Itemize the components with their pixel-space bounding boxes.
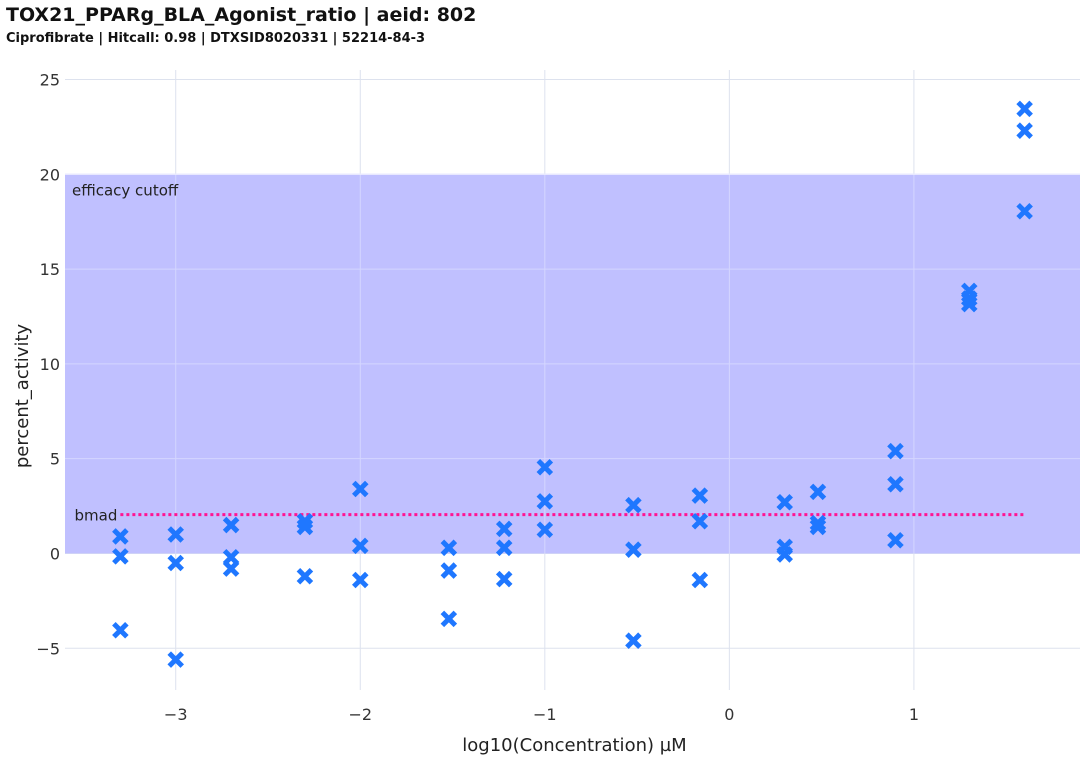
data-point-15 xyxy=(440,539,458,557)
y-axis-label: percent_activity xyxy=(12,324,33,469)
bmad-label: bmad xyxy=(75,507,118,525)
x-tick-label: 0 xyxy=(724,705,734,724)
x-tick-label: −1 xyxy=(533,705,557,724)
data-point-33 xyxy=(809,483,827,501)
data-point-27 xyxy=(691,487,709,504)
y-tick-label: 0 xyxy=(50,544,60,563)
data-point-17 xyxy=(440,610,458,628)
chart-subtitle: Ciprofibrate | Hitcall: 0.98 | DTXSID802… xyxy=(6,31,426,46)
x-axis-label: log10(Concentration) µM xyxy=(462,735,686,756)
data-point-5 xyxy=(167,651,184,668)
data-point-10 xyxy=(296,518,314,536)
x-tick-label: 1 xyxy=(909,705,919,724)
grid-overlay xyxy=(65,173,1080,554)
data-point-35 xyxy=(809,518,827,536)
data-point-21 xyxy=(536,458,554,476)
y-tick-label: 5 xyxy=(50,450,60,469)
data-point-16 xyxy=(440,562,458,579)
data-point-14 xyxy=(352,571,369,589)
data-point-8 xyxy=(222,560,240,577)
data-point-44 xyxy=(1016,202,1033,220)
y-tick-labels: −5 0 5 10 15 20 25 xyxy=(36,70,60,658)
chart-title: TOX21_PPARg_BLA_Agonist_ratio | aeid: 80… xyxy=(6,4,477,26)
y-tick-label: 25 xyxy=(40,70,60,89)
y-tick-label: 20 xyxy=(40,165,60,184)
data-point-13 xyxy=(352,537,369,555)
data-point-23 xyxy=(536,521,554,539)
x-tick-label: −2 xyxy=(348,705,372,724)
data-point-28 xyxy=(691,512,709,530)
data-point-4 xyxy=(167,554,184,572)
data-point-2 xyxy=(112,622,129,639)
data-point-34 xyxy=(809,514,827,532)
data-point-6 xyxy=(222,516,240,534)
y-tick-label: 10 xyxy=(40,355,60,374)
data-point-36 xyxy=(887,442,904,460)
data-point-37 xyxy=(887,476,904,493)
x-tick-labels: −3 −2 −1 0 1 xyxy=(164,705,919,724)
data-point-19 xyxy=(495,539,513,557)
data-point-3 xyxy=(167,526,184,543)
data-point-43 xyxy=(1016,122,1033,139)
data-point-12 xyxy=(352,480,369,498)
x-tick-label: −3 xyxy=(164,705,188,724)
y-tick-label: −5 xyxy=(36,639,60,658)
y-tick-label: 15 xyxy=(40,260,60,279)
data-point-29 xyxy=(691,571,709,589)
data-point-22 xyxy=(536,493,554,510)
efficacy-cutoff-label: efficacy cutoff xyxy=(72,181,179,199)
data-point-1 xyxy=(112,548,129,565)
data-point-25 xyxy=(625,541,642,558)
data-point-26 xyxy=(625,632,642,649)
data-point-18 xyxy=(495,520,513,538)
data-point-42 xyxy=(1016,100,1033,118)
data-point-32 xyxy=(776,546,793,563)
data-point-41 xyxy=(961,295,978,313)
data-point-0 xyxy=(112,528,129,545)
data-point-30 xyxy=(776,494,793,511)
data-point-38 xyxy=(887,531,904,549)
data-point-11 xyxy=(296,567,314,585)
data-point-20 xyxy=(495,570,513,588)
data-points xyxy=(112,100,1033,668)
data-point-24 xyxy=(625,496,642,514)
